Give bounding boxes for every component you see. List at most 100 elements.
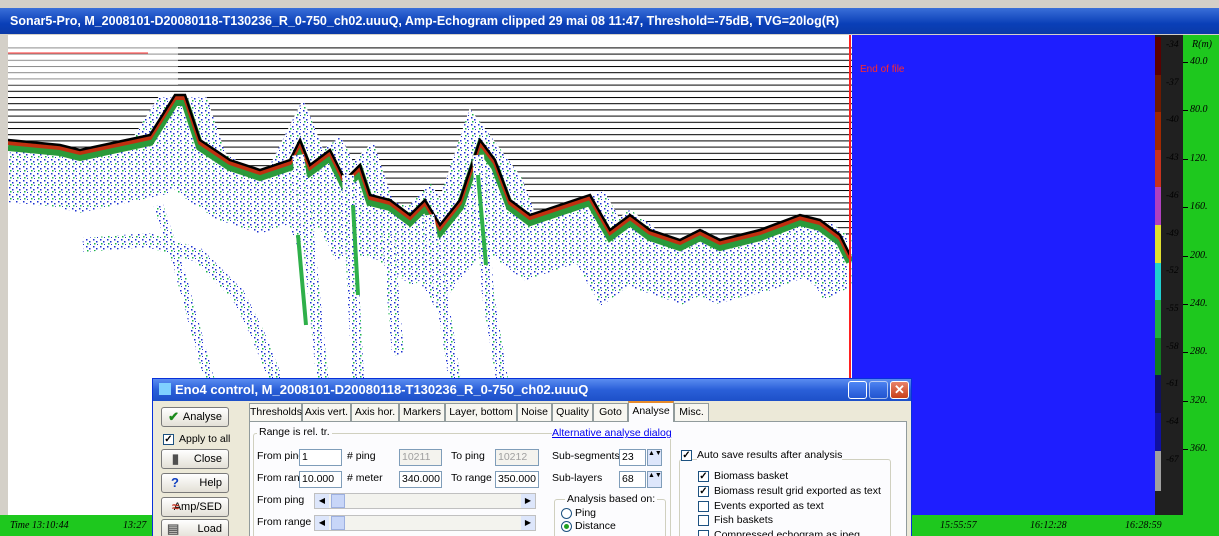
from-ping-input[interactable]: 1 (299, 449, 342, 466)
sub-layers-label: Sub-layers (552, 472, 603, 484)
range-tick (1183, 158, 1188, 160)
range-axis-title: R(m) (1192, 39, 1212, 50)
range-tick (1183, 110, 1188, 112)
radio-label: Distance (575, 520, 616, 532)
dialog-title: Eno4 control, M_2008101-D20080118-T13023… (175, 382, 589, 397)
save-option-label: Events exported as text (714, 499, 824, 512)
color-swatch (1155, 112, 1161, 150)
title-bar: Sonar5-Pro, M_2008101-D20080118-T130236_… (0, 8, 1219, 34)
apply-to-all-checkbox[interactable]: ✓ (163, 434, 174, 445)
color-swatch (1155, 262, 1161, 301)
button-label: Analyse (182, 411, 222, 423)
color-swatch (1155, 337, 1161, 376)
radio[interactable] (561, 521, 572, 532)
range-tick (1183, 207, 1188, 209)
minimize-button[interactable] (848, 381, 867, 399)
scroll-label: From ping (257, 494, 305, 506)
save-option-label: Biomass result grid exported as text (714, 484, 881, 497)
to-range-label: To range (451, 472, 492, 484)
dialog-title-bar: Eno4 control, M_2008101-D20080118-T13023… (153, 379, 911, 401)
color-swatch (1155, 149, 1161, 188)
amp-sed-button[interactable]: ≈ Amp/SED (161, 497, 229, 517)
tab[interactable]: Axis hor. (351, 403, 399, 421)
auto-save-checkbox[interactable]: ✓ (681, 450, 692, 461)
analyse-button[interactable]: ✔ Analyse (161, 407, 229, 427)
eno4-control-dialog: Eno4 control, M_2008101-D20080118-T13023… (152, 378, 912, 536)
from-range-label: From range (257, 472, 312, 484)
close-button[interactable]: ▮ Close (161, 449, 229, 469)
sub-layers-input[interactable]: 68 (619, 471, 646, 488)
radio[interactable] (561, 508, 572, 519)
color-scale-label: -43 (1166, 153, 1179, 164)
tab[interactable]: Noise (517, 403, 552, 421)
range-label: 120. (1190, 152, 1208, 164)
scrollbar[interactable]: ◀ ▶ (314, 493, 536, 509)
save-option-checkbox[interactable]: ✓ (698, 485, 709, 497)
color-scale-label: -49 (1166, 228, 1179, 239)
range-label: 240. (1190, 298, 1208, 309)
save-option-label: Biomass basket (714, 470, 789, 482)
button-label: Amp/SED (173, 501, 222, 513)
color-scale-label: -37 (1166, 77, 1179, 88)
load-button[interactable]: ▤ Load (161, 519, 229, 536)
to-range-input[interactable]: 350.000 (495, 471, 539, 488)
close-window-button[interactable]: ✕ (890, 381, 909, 399)
scroll-left: ◀ (315, 494, 329, 508)
tab[interactable]: Misc. (674, 403, 709, 421)
window-title: Sonar5-Pro, M_2008101-D20080118-T130236_… (10, 14, 840, 28)
analysis-group-title: Analysis based on: (565, 493, 658, 505)
save-option-checkbox[interactable] (698, 515, 709, 527)
range-label: 80.0 (1190, 104, 1208, 116)
auto-save-label: Auto save results after analysis (697, 449, 843, 461)
app-icon (159, 383, 171, 395)
color-scale-label: -67 (1166, 454, 1179, 465)
button-label: Close (193, 453, 222, 465)
from-range-input[interactable]: 10.000 (299, 471, 342, 488)
spinner[interactable]: ▲▼ (647, 471, 662, 488)
maximize-button[interactable] (869, 381, 888, 399)
save-option-checkbox[interactable] (698, 530, 709, 536)
sub-segments-input[interactable]: 23 (619, 449, 646, 466)
range-tick (1183, 400, 1188, 402)
n-ping-label: # ping (347, 450, 376, 462)
range-label: 280. (1190, 346, 1208, 358)
range-label: 40.0 (1190, 56, 1208, 67)
range-tick (1183, 62, 1188, 63)
tab[interactable]: Goto (593, 403, 628, 421)
save-option-checkbox[interactable]: ✓ (698, 471, 709, 482)
color-scale-label: -34 (1166, 40, 1179, 50)
n-meter-input[interactable]: 340.000 (399, 471, 442, 488)
scroll-left: ◀ (315, 516, 329, 530)
range-group-title: Range is rel. tr. (257, 426, 332, 438)
scroll-right: ▶ (521, 494, 535, 508)
button-icon: ? (171, 475, 179, 490)
alternative-dialog-link[interactable]: Alternative analyse dialog (552, 427, 672, 439)
tab[interactable]: Layer, bottom (445, 403, 517, 421)
color-scale-label: -46 (1166, 190, 1179, 201)
spinner[interactable]: ▲▼ (647, 449, 662, 466)
button-label: Help (199, 477, 222, 489)
time-label: 16:28:59 (1125, 520, 1162, 531)
n-ping-input: 10211 (399, 449, 442, 466)
color-swatch (1155, 225, 1161, 263)
help-button[interactable]: ? Help (161, 473, 229, 493)
tab[interactable]: Thresholds (249, 403, 302, 421)
color-scale-label: -55 (1166, 303, 1179, 314)
color-swatch (1155, 187, 1161, 225)
radio-label: Ping (575, 507, 597, 519)
tab[interactable]: Markers (399, 403, 445, 421)
tab[interactable]: Quality (552, 403, 593, 421)
color-scale-label: -52 (1166, 266, 1179, 277)
end-of-file-label: End of file (860, 64, 905, 75)
range-label: 360. (1190, 443, 1208, 455)
tab[interactable]: Axis vert. (302, 403, 351, 421)
scrollbar[interactable]: ◀ ▶ (314, 515, 536, 531)
range-tick (1183, 304, 1188, 305)
button-icon: ▮ (171, 451, 179, 466)
tab[interactable]: Analyse (628, 401, 674, 422)
n-meter-label: # meter (347, 472, 383, 484)
range-tick (1183, 449, 1188, 451)
save-option-checkbox[interactable] (698, 500, 709, 512)
time-label: 13:27 (123, 520, 147, 531)
